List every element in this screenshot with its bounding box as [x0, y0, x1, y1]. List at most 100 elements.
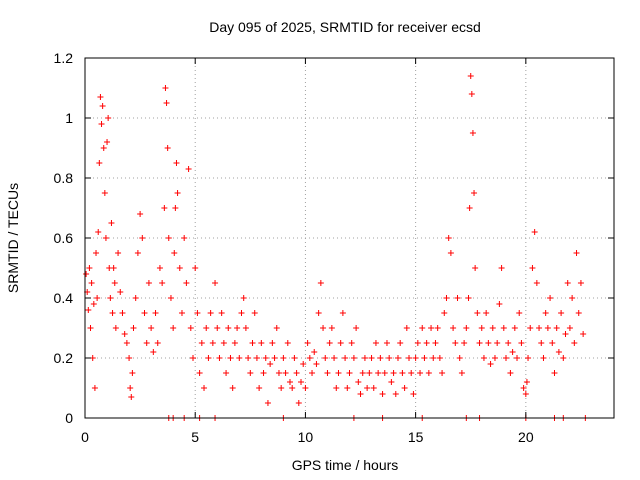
- data-point: [379, 391, 386, 397]
- data-point: [178, 310, 185, 316]
- chart-title: Day 095 of 2025, SRMTID for receiver ecs…: [209, 19, 481, 35]
- data-point: [408, 370, 415, 376]
- data-point: [97, 94, 104, 100]
- data-point: [141, 310, 148, 316]
- data-point: [381, 370, 388, 376]
- data-point: [293, 370, 300, 376]
- data-point: [474, 310, 481, 316]
- x-tick-label: 20: [518, 429, 534, 445]
- data-point: [112, 325, 119, 331]
- y-tick-label: 1: [65, 110, 73, 126]
- data-point: [121, 331, 128, 337]
- data-point: [549, 340, 556, 346]
- data-point: [350, 355, 357, 361]
- data-point: [527, 325, 534, 331]
- data-point: [109, 310, 116, 316]
- data-point: [523, 379, 530, 385]
- data-point: [205, 355, 212, 361]
- x-tick-label: 10: [298, 429, 314, 445]
- data-point: [126, 355, 133, 361]
- data-point: [115, 250, 122, 256]
- data-point: [346, 370, 353, 376]
- data-point: [436, 355, 443, 361]
- data-point: [174, 190, 181, 196]
- data-point: [289, 385, 296, 391]
- data-point: [145, 280, 152, 286]
- data-point: [434, 325, 441, 331]
- data-point: [269, 340, 276, 346]
- data-point: [101, 190, 108, 196]
- data-point: [432, 340, 439, 346]
- data-point: [94, 295, 101, 301]
- data-point: [344, 385, 351, 391]
- data-point: [267, 361, 274, 367]
- data-point: [110, 265, 117, 271]
- data-point: [291, 355, 298, 361]
- data-point: [357, 391, 364, 397]
- data-point: [223, 370, 230, 376]
- data-point: [472, 265, 479, 271]
- data-point: [163, 100, 170, 106]
- data-point: [571, 340, 578, 346]
- data-point: [392, 391, 399, 397]
- data-point: [225, 325, 232, 331]
- data-point: [282, 370, 289, 376]
- data-point: [489, 325, 496, 331]
- data-point: [108, 220, 115, 226]
- data-point: [212, 280, 219, 286]
- x-tick-label: 15: [408, 429, 424, 445]
- data-point: [412, 355, 419, 361]
- data-point: [98, 121, 105, 127]
- y-tick-label: 0.4: [54, 290, 74, 306]
- data-point: [170, 325, 177, 331]
- data-point: [95, 229, 102, 235]
- data-point: [454, 295, 461, 301]
- data-point: [439, 370, 446, 376]
- data-point: [502, 355, 509, 361]
- data-point: [129, 370, 136, 376]
- data-point: [258, 340, 265, 346]
- data-point: [425, 370, 432, 376]
- data-point: [242, 325, 249, 331]
- data-point: [465, 295, 472, 301]
- data-point: [564, 280, 571, 286]
- data-point: [397, 340, 404, 346]
- data-point: [139, 235, 146, 241]
- data-point: [553, 325, 560, 331]
- data-point: [452, 340, 459, 346]
- data-point: [256, 385, 263, 391]
- data-point: [468, 91, 475, 97]
- data-point: [88, 280, 95, 286]
- data-point: [273, 325, 280, 331]
- data-point: [516, 310, 523, 316]
- data-point: [390, 370, 397, 376]
- y-tick-label: 0.6: [54, 230, 74, 246]
- data-point: [85, 307, 92, 313]
- data-point: [159, 280, 166, 286]
- data-points: [83, 73, 589, 421]
- data-point: [247, 370, 254, 376]
- data-point: [326, 340, 333, 346]
- data-point: [491, 355, 498, 361]
- data-point: [441, 310, 448, 316]
- data-point: [580, 331, 587, 337]
- data-point: [161, 205, 168, 211]
- data-point: [339, 310, 346, 316]
- data-point: [192, 265, 199, 271]
- data-point: [137, 211, 144, 217]
- data-point: [372, 340, 379, 346]
- data-point: [185, 166, 192, 172]
- data-point: [90, 301, 97, 307]
- data-point: [209, 340, 216, 346]
- data-point: [445, 235, 452, 241]
- y-tick-label: 0.8: [54, 170, 74, 186]
- data-point: [187, 325, 194, 331]
- data-point: [331, 355, 338, 361]
- data-point: [375, 370, 382, 376]
- data-point: [421, 355, 428, 361]
- data-point: [104, 139, 111, 145]
- data-point: [284, 340, 291, 346]
- data-point: [538, 340, 545, 346]
- data-point: [165, 235, 172, 241]
